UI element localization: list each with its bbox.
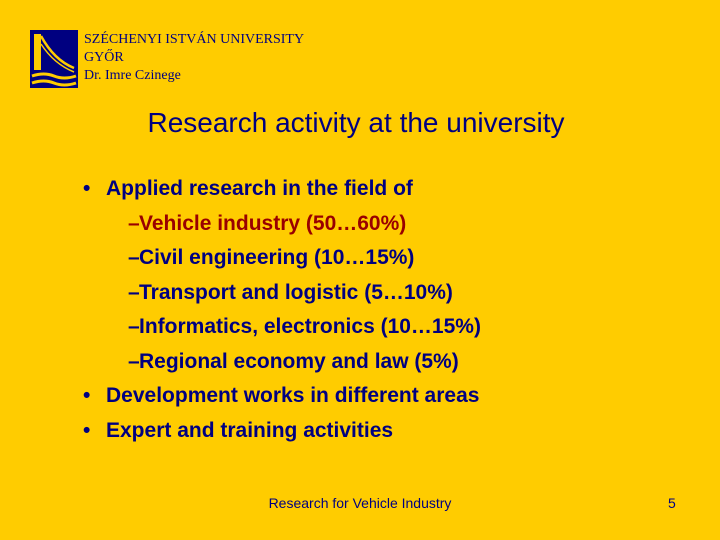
sub-list-item-text: Vehicle industry (50…60%) [139,211,407,235]
dash-icon: – [128,315,140,338]
sub-list-item-text: Informatics, electronics (10…15%) [139,315,481,338]
author-name: Dr. Imre Czinege [84,68,181,83]
sub-list-item-text: Civil engineering (10…15%) [139,246,415,269]
list-item-text: Expert and training activities [106,418,394,442]
page-number: 5 [668,495,676,511]
footer-text: Research for Vehicle Industry [268,495,452,511]
sub-list-item-text: Regional economy and law (5%) [139,349,459,373]
dash-icon: – [128,246,140,269]
university-city: GYŐR [84,50,124,65]
bullet-icon: • [83,384,91,407]
dash-icon: – [128,211,140,235]
university-logo-icon [30,30,78,88]
sub-list-item-text: Transport and logistic (5…10%) [139,280,453,304]
list-item-text: Development works in different areas [106,384,480,407]
bullet-icon: • [83,177,91,200]
list-item-text: Applied research in the field of [106,177,413,200]
university-header: SZÉCHENYI ISTVÁN UNIVERSITY GYŐR Dr. Imr… [84,31,304,85]
bullet-icon: • [83,418,91,442]
dash-icon: – [128,280,140,304]
university-name: SZÉCHENYI ISTVÁN UNIVERSITY [84,32,305,47]
dash-icon: – [128,349,140,373]
slide-title: Research activity at the university [147,107,565,138]
